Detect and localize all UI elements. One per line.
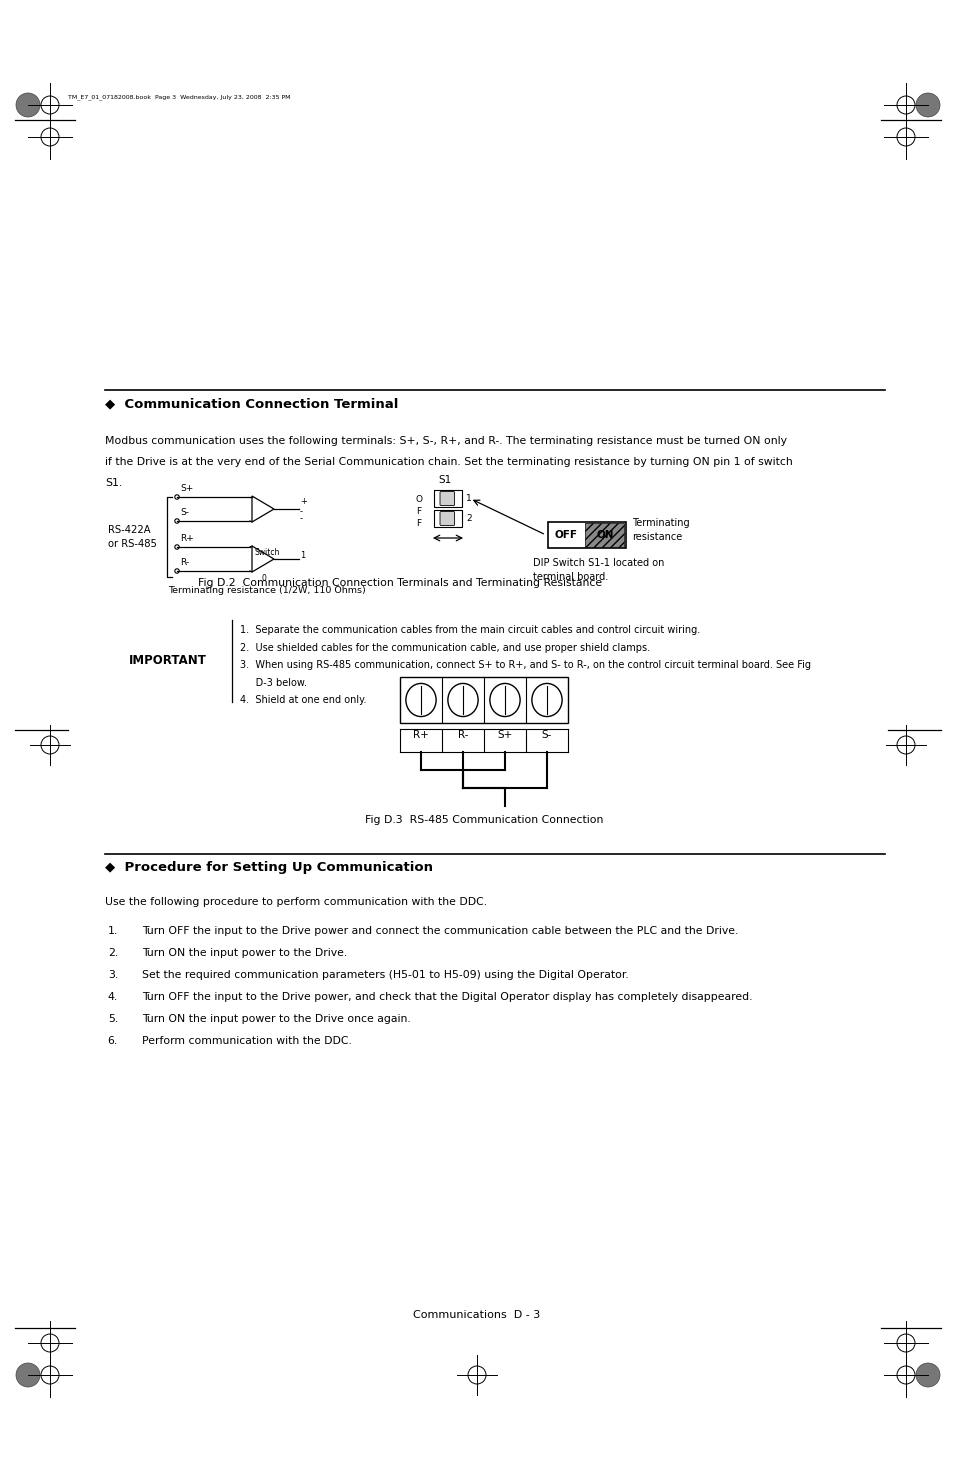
Text: 1.  Separate the communication cables from the main circuit cables and control c: 1. Separate the communication cables fro… <box>240 625 700 636</box>
Text: Communications  D - 3: Communications D - 3 <box>413 1310 540 1320</box>
Text: 0: 0 <box>262 574 267 583</box>
Text: R-: R- <box>457 730 468 740</box>
Bar <box>547 522 625 549</box>
Bar <box>434 510 461 527</box>
Text: -: - <box>299 515 303 524</box>
Circle shape <box>16 93 40 117</box>
Circle shape <box>915 1363 939 1386</box>
Bar <box>399 677 567 723</box>
Text: 4.  Shield at one end only.: 4. Shield at one end only. <box>240 695 366 705</box>
Text: Fig D.2  Communication Connection Terminals and Terminating Resistance: Fig D.2 Communication Connection Termina… <box>197 578 601 589</box>
Text: S1: S1 <box>437 475 451 485</box>
Text: Turn ON the input power to the Drive once again.: Turn ON the input power to the Drive onc… <box>142 1013 411 1024</box>
Text: F: F <box>416 519 421 528</box>
FancyBboxPatch shape <box>439 491 455 506</box>
Circle shape <box>915 93 939 117</box>
FancyBboxPatch shape <box>439 512 455 525</box>
Text: D-3 below.: D-3 below. <box>240 677 307 687</box>
Text: DIP Switch S1-1 located on
terminal board.: DIP Switch S1-1 located on terminal boar… <box>533 558 663 583</box>
Text: 4.: 4. <box>108 993 118 1002</box>
Text: 2.: 2. <box>108 948 118 957</box>
Text: 3.  When using RS-485 communication, connect S+ to R+, and S- to R-, on the cont: 3. When using RS-485 communication, conn… <box>240 659 810 670</box>
Text: +: + <box>299 497 307 506</box>
Text: TM_E7_01_07182008.book  Page 3  Wednesday, July 23, 2008  2:35 PM: TM_E7_01_07182008.book Page 3 Wednesday,… <box>68 94 291 100</box>
Text: Fig D.3  RS-485 Communication Connection: Fig D.3 RS-485 Communication Connection <box>364 816 602 825</box>
Text: S-: S- <box>180 507 189 518</box>
Text: S-: S- <box>541 730 552 740</box>
Text: R+: R+ <box>180 534 193 543</box>
Text: 2.  Use shielded cables for the communication cable, and use proper shield clamp: 2. Use shielded cables for the communica… <box>240 643 649 652</box>
Text: -: - <box>299 507 303 516</box>
Text: 1: 1 <box>465 494 471 503</box>
Text: Terminating
resistance: Terminating resistance <box>631 518 689 541</box>
Text: IMPORTANT: IMPORTANT <box>129 655 207 668</box>
Text: 1: 1 <box>299 552 305 560</box>
Text: Perform communication with the DDC.: Perform communication with the DDC. <box>142 1035 352 1046</box>
Text: Terminating resistance (1/2W, 110 Ohms): Terminating resistance (1/2W, 110 Ohms) <box>168 586 365 594</box>
Text: Turn OFF the input to the Drive power, and check that the Digital Operator displ: Turn OFF the input to the Drive power, a… <box>142 993 752 1002</box>
Text: Use the following procedure to perform communication with the DDC.: Use the following procedure to perform c… <box>105 897 487 907</box>
Text: ON: ON <box>597 530 614 540</box>
Text: S+: S+ <box>180 484 193 493</box>
Text: 1.: 1. <box>108 926 118 937</box>
Text: 5.: 5. <box>108 1013 118 1024</box>
Text: 3.: 3. <box>108 971 118 979</box>
Text: F: F <box>416 507 421 516</box>
Text: S1.: S1. <box>105 478 122 488</box>
Bar <box>585 524 624 547</box>
Bar <box>434 490 461 507</box>
Text: R-: R- <box>180 558 189 566</box>
Text: 2: 2 <box>465 513 471 524</box>
Text: Switch: Switch <box>254 549 280 558</box>
Text: if the Drive is at the very end of the Serial Communication chain. Set the termi: if the Drive is at the very end of the S… <box>105 457 792 468</box>
Text: RS-422A
or RS-485: RS-422A or RS-485 <box>108 525 156 549</box>
Text: Turn OFF the input to the Drive power and connect the communication cable betwee: Turn OFF the input to the Drive power an… <box>142 926 738 937</box>
Text: Turn ON the input power to the Drive.: Turn ON the input power to the Drive. <box>142 948 347 957</box>
Text: O: O <box>416 496 422 504</box>
Text: ◆  Procedure for Setting Up Communication: ◆ Procedure for Setting Up Communication <box>105 861 433 875</box>
Circle shape <box>16 1363 40 1386</box>
Text: ◆  Communication Connection Terminal: ◆ Communication Connection Terminal <box>105 397 398 410</box>
Text: 6.: 6. <box>108 1035 118 1046</box>
Text: Modbus communication uses the following terminals: S+, S-, R+, and R-. The termi: Modbus communication uses the following … <box>105 437 786 445</box>
Text: S+: S+ <box>497 730 512 740</box>
Text: R+: R+ <box>413 730 429 740</box>
Text: OFF: OFF <box>554 530 577 540</box>
Text: Set the required communication parameters (H5-01 to H5-09) using the Digital Ope: Set the required communication parameter… <box>142 971 628 979</box>
